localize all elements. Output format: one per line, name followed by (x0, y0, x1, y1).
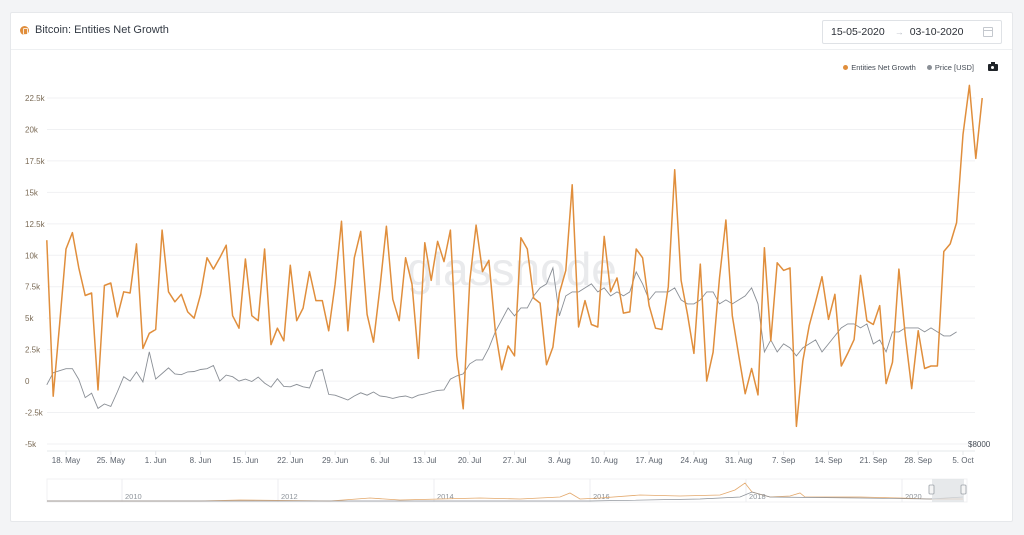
navigator-year-label: 2018 (749, 492, 766, 501)
x-tick-label: 7. Sep (772, 456, 796, 465)
chart-header: Bitcoin: Entities Net Growth 15-05-2020 … (11, 13, 1012, 50)
chart-card: Bitcoin: Entities Net Growth 15-05-2020 … (10, 12, 1013, 522)
entities-line (46, 84, 983, 428)
chart-title-text: Bitcoin: Entities Net Growth (35, 24, 169, 36)
x-tick-label: 21. Sep (860, 456, 888, 465)
x-tick-label: 10. Aug (591, 456, 618, 465)
date-to[interactable]: 03-10-2020 (909, 26, 964, 38)
right-axis-label: $8000 (968, 440, 991, 449)
x-tick-label: 15. Jun (232, 456, 258, 465)
x-tick-label: 20. Jul (458, 456, 482, 465)
y-tick-label: 2.5k (25, 346, 41, 355)
x-tick-label: 28. Sep (904, 456, 932, 465)
navigator-year-label: 2020 (905, 492, 922, 501)
x-tick-label: 29. Jun (322, 456, 348, 465)
x-tick-label: 25. May (97, 456, 125, 465)
camera-icon[interactable] (988, 62, 998, 71)
x-tick-label: 6. Jul (370, 456, 389, 465)
legend-dot-gray (926, 65, 932, 70)
legend-item-entities[interactable]: Entities Net Growth (843, 63, 916, 72)
bitcoin-icon (20, 25, 29, 35)
y-tick-label: 5k (25, 314, 34, 323)
navigator[interactable]: 2010 2012 2014 2016 2018 2020 (46, 478, 968, 503)
watermark: glassnode (407, 243, 617, 295)
x-tick-label: 18. May (52, 456, 80, 465)
x-tick-label: 17. Aug (635, 456, 662, 465)
navigator-handle-right[interactable] (960, 484, 967, 495)
x-tick-label: 3. Aug (548, 456, 571, 465)
legend-dot-orange (843, 65, 849, 70)
x-tick-label: 31. Aug (725, 456, 752, 465)
x-tick-label: 13. Jul (413, 456, 437, 465)
legend-label: Price [USD] (934, 63, 974, 72)
date-from[interactable]: 15-05-2020 (831, 26, 885, 38)
x-tick-label: 24. Aug (680, 456, 707, 465)
navigator-selection[interactable] (932, 479, 964, 502)
y-tick-label: -5k (25, 440, 37, 449)
navigator-year-label: 2010 (125, 492, 142, 501)
chart-title: Bitcoin: Entities Net Growth (20, 24, 169, 36)
x-tick-label: 1. Jun (145, 456, 167, 465)
arrow-right-icon: → (894, 27, 904, 37)
x-tick-label: 14. Sep (815, 456, 843, 465)
legend-item-price[interactable]: Price [USD] (926, 63, 974, 72)
y-tick-label: 22.5k (25, 94, 46, 103)
y-tick-label: 7.5k (25, 283, 41, 292)
y-tick-label: 12.5k (25, 220, 46, 229)
chart-legend: Entities Net Growth Price [USD] (843, 62, 998, 72)
y-axis: 22.5k 20k 17.5k 15k 12.5k 10k 7.5k 5k 2.5k 0 -2.5k… (25, 94, 46, 449)
x-tick-label: 22. Jun (277, 456, 303, 465)
calendar-icon[interactable] (983, 27, 993, 37)
navigator-year-label: 2012 (281, 492, 298, 501)
navigator-handle-left[interactable] (928, 484, 935, 495)
x-tick-label: 27. Jul (503, 456, 527, 465)
y-tick-label: 10k (25, 251, 39, 260)
navigator-year-label: 2016 (593, 492, 610, 501)
navigator-year-label: 2014 (437, 492, 454, 501)
y-tick-label: 20k (25, 125, 39, 134)
y-tick-label: -2.5k (25, 409, 44, 418)
legend-label: Entities Net Growth (851, 63, 916, 72)
x-axis: 18. May 25. May 1. Jun 8. Jun 15. Jun 22. Jun… (52, 451, 974, 465)
x-tick-label: 8. Jun (190, 456, 212, 465)
x-tick-label: 5. Oct (952, 456, 974, 465)
y-tick-label: 0 (25, 377, 30, 386)
y-tick-label: 15k (25, 188, 39, 197)
date-range-picker[interactable]: 15-05-2020 → 03-10-2020 (822, 20, 1002, 44)
y-tick-label: 17.5k (25, 157, 46, 166)
